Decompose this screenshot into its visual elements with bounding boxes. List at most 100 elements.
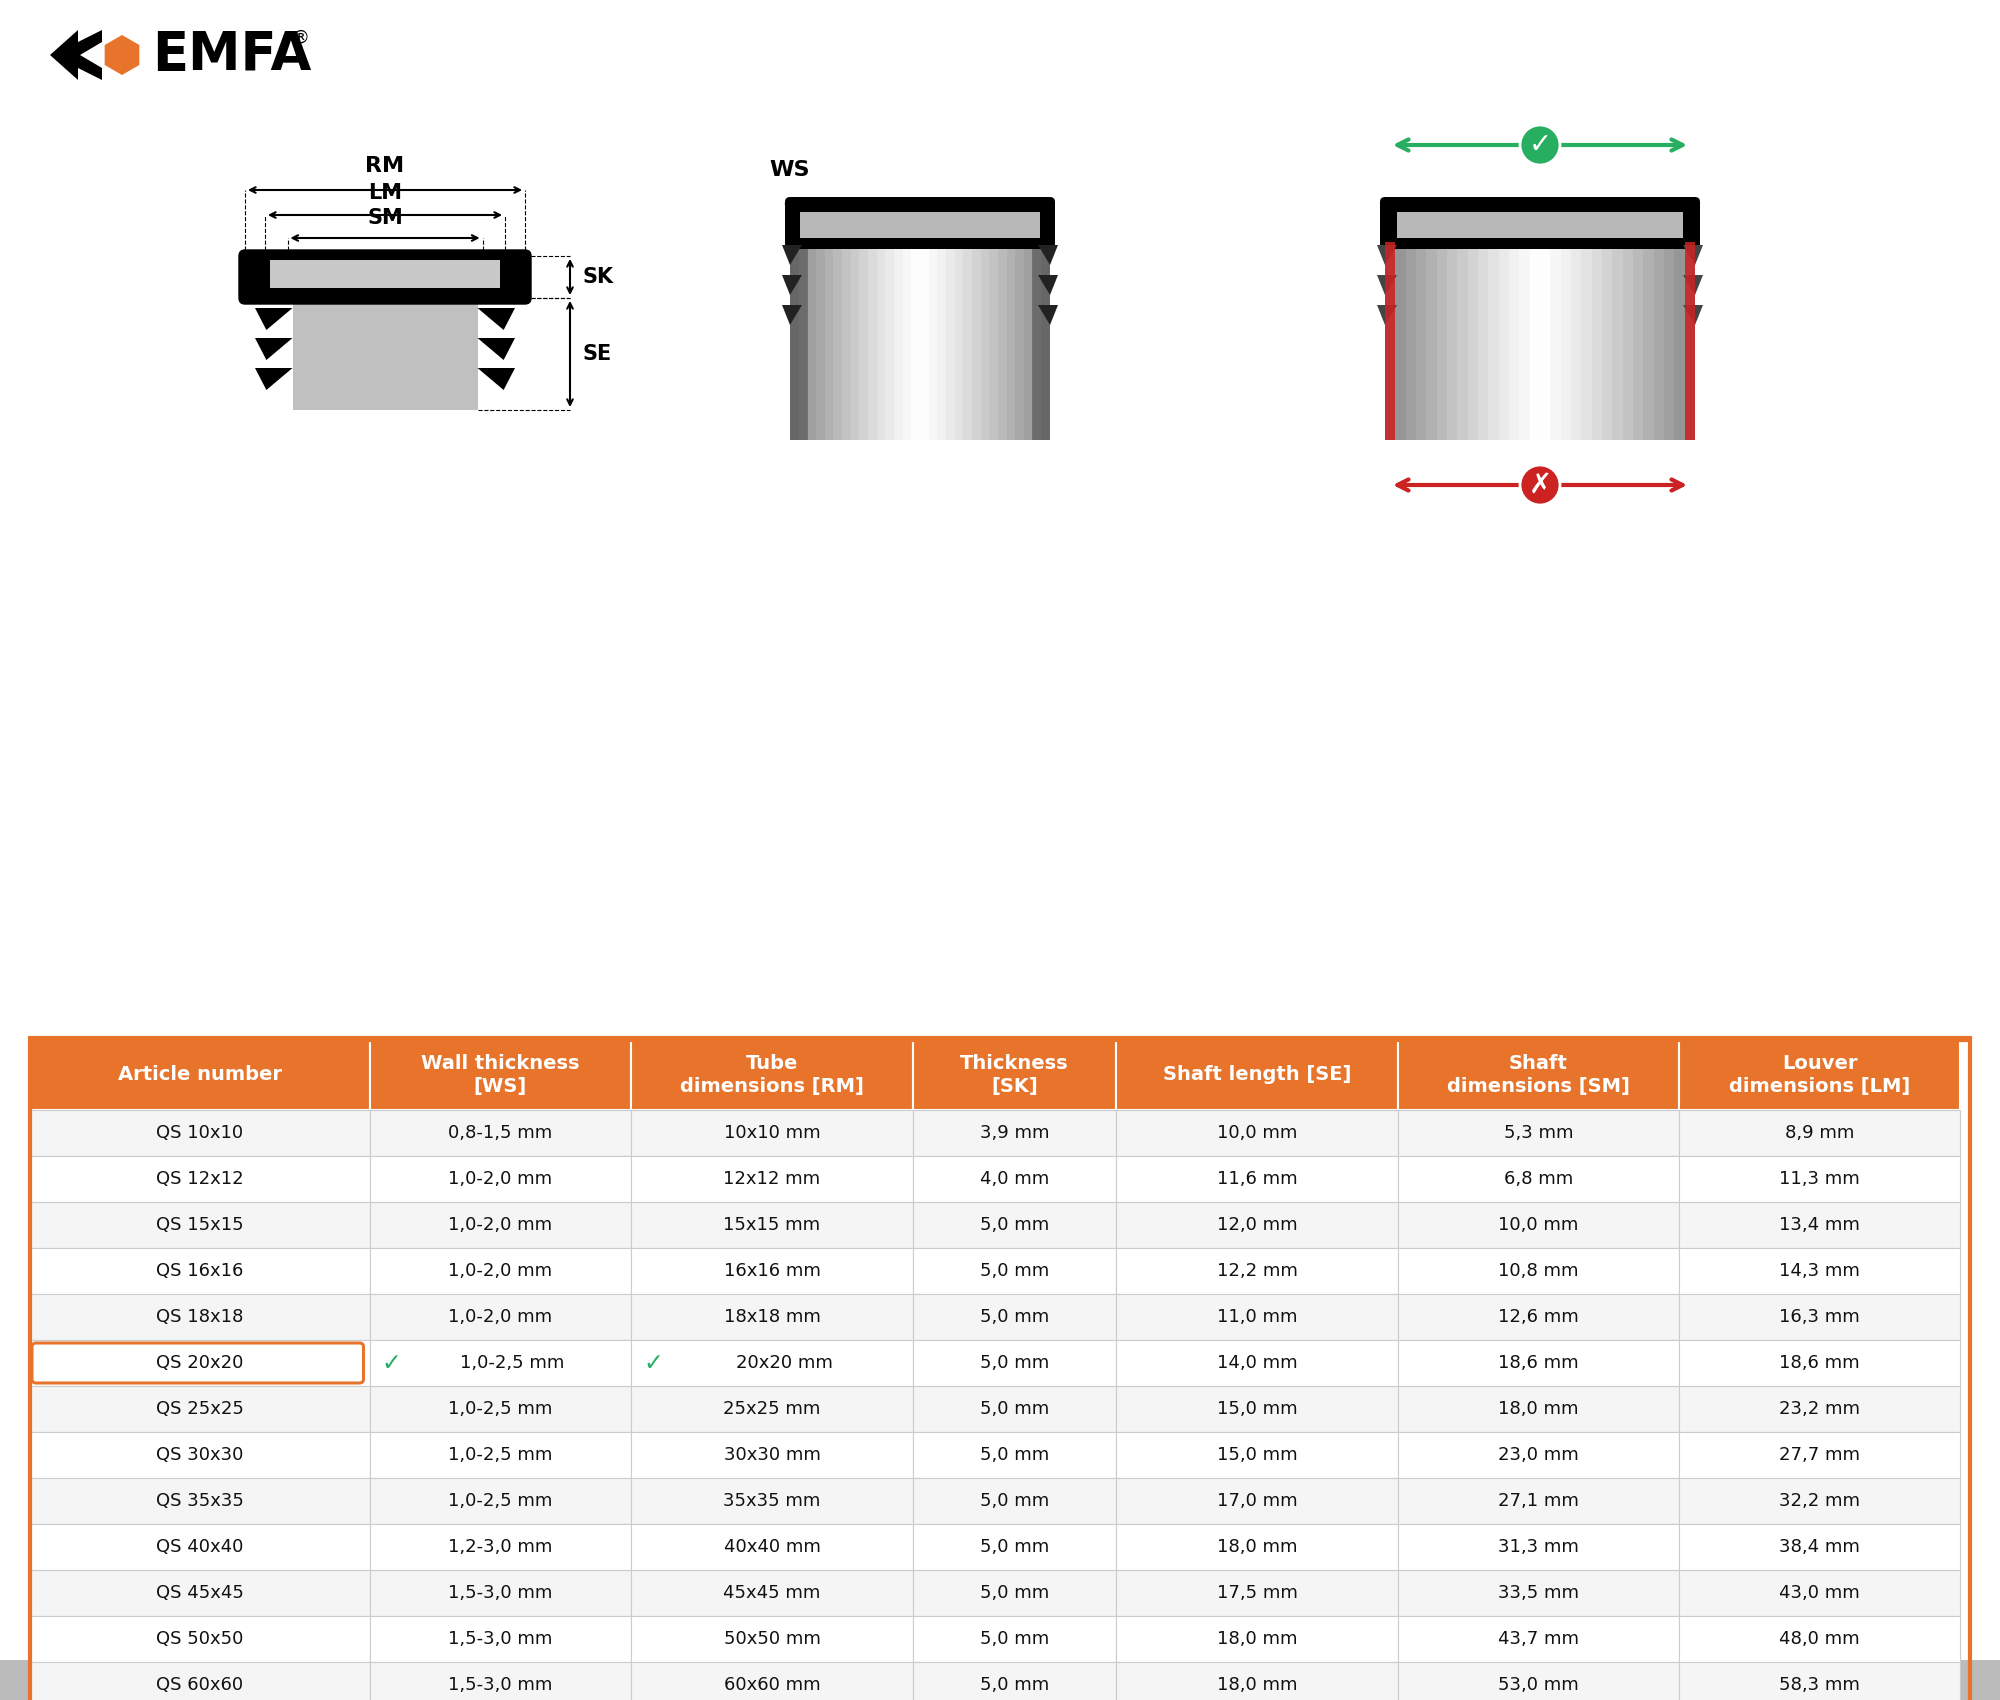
Bar (1680, 1294, 1960, 1340)
Bar (1680, 1340, 1960, 1386)
Bar (1016, 211, 1024, 440)
Text: 43,7 mm: 43,7 mm (1498, 1630, 1578, 1647)
Text: 5,0 mm: 5,0 mm (980, 1584, 1050, 1601)
Text: QS 25x25: QS 25x25 (156, 1401, 244, 1418)
Bar (1384, 211, 1396, 440)
Bar (876, 211, 886, 440)
Bar (632, 1431, 912, 1477)
Bar (1540, 211, 1550, 440)
Bar (30, 1202, 370, 1248)
Polygon shape (1376, 245, 1396, 265)
Text: SE: SE (582, 343, 612, 364)
Bar (1448, 211, 1458, 440)
Bar (370, 1156, 632, 1202)
Text: 43,0 mm: 43,0 mm (1780, 1584, 1860, 1601)
Polygon shape (104, 36, 140, 75)
Text: RM: RM (366, 156, 404, 177)
Polygon shape (782, 275, 802, 296)
Text: ✓: ✓ (1528, 131, 1552, 160)
Text: 13,4 mm: 13,4 mm (1780, 1216, 1860, 1234)
Bar (632, 1523, 912, 1571)
Bar (1674, 211, 1684, 440)
Bar (370, 1040, 632, 1110)
Bar (1654, 211, 1664, 440)
Bar (1582, 211, 1592, 440)
Bar (632, 1663, 912, 1700)
Bar (1680, 1431, 1960, 1477)
Bar (798, 211, 808, 440)
Text: 15,0 mm: 15,0 mm (1216, 1401, 1298, 1418)
Bar (912, 1663, 1116, 1700)
Bar (30, 1663, 370, 1700)
Bar (370, 1523, 632, 1571)
Text: Thickness
[SK]: Thickness [SK] (960, 1054, 1068, 1096)
Text: 0,8-1,5 mm: 0,8-1,5 mm (448, 1124, 552, 1142)
Bar (1664, 211, 1674, 440)
Bar (1398, 1110, 1680, 1156)
Bar (1680, 1040, 1960, 1110)
Bar (912, 1294, 1116, 1340)
Text: 38,4 mm: 38,4 mm (1780, 1538, 1860, 1556)
Bar (912, 1248, 1116, 1294)
Polygon shape (256, 367, 292, 389)
Text: 1,0-2,0 mm: 1,0-2,0 mm (448, 1170, 552, 1188)
Bar (1622, 211, 1632, 440)
Bar (1116, 1248, 1398, 1294)
Text: QS 18x18: QS 18x18 (156, 1307, 244, 1326)
Text: 10,0 mm: 10,0 mm (1498, 1216, 1578, 1234)
Text: 17,0 mm: 17,0 mm (1216, 1493, 1298, 1510)
Bar (1116, 1617, 1398, 1663)
Polygon shape (478, 308, 516, 330)
Text: ✓: ✓ (382, 1352, 402, 1375)
Text: QS 15x15: QS 15x15 (156, 1216, 244, 1234)
Bar (1116, 1571, 1398, 1617)
Text: 18,0 mm: 18,0 mm (1216, 1676, 1298, 1693)
Bar (868, 211, 876, 440)
Polygon shape (50, 31, 102, 80)
Bar (1632, 211, 1644, 440)
Bar (946, 211, 954, 440)
Bar (1592, 211, 1602, 440)
Bar (1680, 1202, 1960, 1248)
Bar (1560, 211, 1572, 440)
Polygon shape (1684, 304, 1704, 325)
Bar (912, 1431, 1116, 1477)
Bar (1644, 211, 1654, 440)
Bar (632, 1386, 912, 1431)
Bar (894, 211, 902, 440)
Bar (1116, 1386, 1398, 1431)
Text: 5,0 mm: 5,0 mm (980, 1538, 1050, 1556)
Polygon shape (256, 338, 292, 360)
Bar (370, 1571, 632, 1617)
Bar (370, 1386, 632, 1431)
Bar (370, 1340, 632, 1386)
Bar (632, 1340, 912, 1386)
Text: 5,0 mm: 5,0 mm (980, 1307, 1050, 1326)
Bar (1488, 211, 1498, 440)
Bar (902, 211, 912, 440)
Polygon shape (1038, 275, 1058, 296)
Bar (370, 1431, 632, 1477)
Text: EMFA: EMFA (152, 29, 312, 82)
Bar (30, 1340, 370, 1386)
Bar (1398, 1523, 1680, 1571)
FancyBboxPatch shape (240, 250, 532, 304)
Bar (928, 211, 938, 440)
Bar (1398, 1294, 1680, 1340)
Circle shape (1520, 126, 1560, 165)
Bar (30, 1477, 370, 1523)
Text: QS 50x50: QS 50x50 (156, 1630, 244, 1647)
Text: QS 35x35: QS 35x35 (156, 1493, 244, 1510)
Bar (1530, 211, 1540, 440)
Text: 53,0 mm: 53,0 mm (1498, 1676, 1578, 1693)
Text: 18,0 mm: 18,0 mm (1216, 1538, 1298, 1556)
Text: 14,3 mm: 14,3 mm (1780, 1261, 1860, 1280)
Bar (370, 1663, 632, 1700)
Bar (834, 211, 842, 440)
Text: 1,0-2,5 mm: 1,0-2,5 mm (448, 1401, 552, 1418)
Text: 15x15 mm: 15x15 mm (724, 1216, 820, 1234)
Text: 35x35 mm: 35x35 mm (724, 1493, 820, 1510)
Bar (1116, 1156, 1398, 1202)
Text: 33,5 mm: 33,5 mm (1498, 1584, 1578, 1601)
Bar (370, 1294, 632, 1340)
